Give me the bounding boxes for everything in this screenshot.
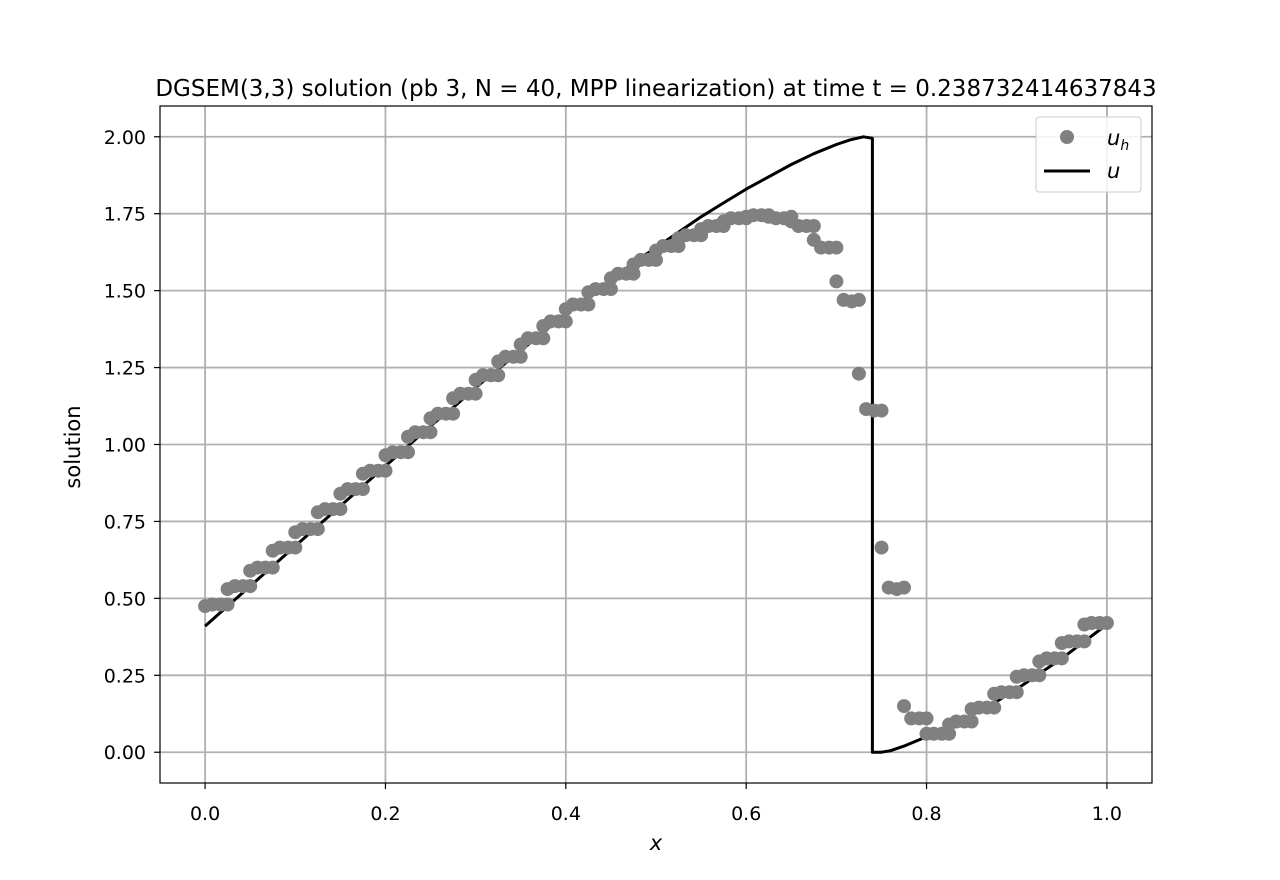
data-point-uh <box>491 368 506 383</box>
data-point-uh <box>513 349 528 364</box>
plot-markers <box>198 208 1114 741</box>
data-point-uh <box>558 314 573 329</box>
x-tick-label: 0.6 <box>731 803 761 825</box>
legend: uh u <box>1035 116 1142 193</box>
data-point-uh <box>243 579 258 594</box>
chart-title: DGSEM(3,3) solution (pb 3, N = 40, MPP l… <box>155 76 1156 102</box>
data-point-uh <box>378 463 393 478</box>
data-point-uh <box>603 282 618 297</box>
data-point-uh <box>806 219 821 233</box>
data-point-uh <box>468 386 483 401</box>
data-point-uh <box>1032 668 1047 683</box>
x-axis-label: x <box>649 831 663 855</box>
x-tick-label: 0.8 <box>911 803 941 825</box>
data-point-uh <box>874 540 889 555</box>
data-point-uh <box>401 445 415 460</box>
y-tick-label: 0.00 <box>104 742 146 764</box>
grid <box>160 106 1152 783</box>
data-point-uh <box>536 331 551 346</box>
legend-label-uh: uh <box>1107 126 1129 154</box>
y-tick-label: 0.50 <box>104 588 146 610</box>
data-point-uh <box>829 274 844 289</box>
data-point-uh <box>874 403 889 418</box>
data-point-uh <box>1009 685 1024 700</box>
data-point-uh <box>333 502 348 517</box>
data-point-uh <box>1054 651 1069 666</box>
data-point-uh <box>288 540 303 555</box>
legend-label-uh-main: u <box>1107 126 1120 150</box>
legend-box <box>1035 116 1142 193</box>
x-tick-label: 1.0 <box>1092 803 1122 825</box>
data-point-uh <box>220 597 235 612</box>
x-tick-label: 0.0 <box>190 803 220 825</box>
legend-marker-uh <box>1060 130 1074 144</box>
data-point-uh <box>897 580 911 595</box>
data-point-uh <box>1077 634 1092 649</box>
y-tick-label: 2.00 <box>104 127 146 149</box>
axis-ticks: 0.0 0.2 0.4 0.6 0.8 1.0 0.00 0.25 0.50 0.75 1.00 1.… <box>104 127 1122 825</box>
data-point-uh <box>987 700 1002 715</box>
y-axis-label: solution <box>61 405 85 488</box>
data-point-uh <box>851 292 866 307</box>
y-tick-label: 0.25 <box>104 665 146 687</box>
data-point-uh <box>310 522 325 537</box>
x-tick-label: 0.4 <box>551 803 581 825</box>
data-point-uh <box>265 560 280 575</box>
x-tick-label: 0.2 <box>370 803 400 825</box>
data-point-uh <box>1099 616 1114 630</box>
y-tick-label: 1.50 <box>104 281 146 303</box>
legend-label-u: u <box>1107 159 1120 183</box>
data-point-uh <box>446 406 461 421</box>
data-point-uh <box>355 482 370 497</box>
y-tick-label: 0.75 <box>104 511 146 533</box>
data-point-uh <box>964 714 979 729</box>
y-tick-label: 1.75 <box>104 204 146 226</box>
data-point-uh <box>897 699 911 714</box>
legend-label-uh-sub: h <box>1120 138 1129 154</box>
data-point-uh <box>829 240 844 255</box>
data-point-uh <box>851 366 866 381</box>
data-point-uh <box>919 711 934 726</box>
y-tick-label: 1.00 <box>104 435 146 457</box>
data-point-uh <box>581 297 596 312</box>
data-point-uh <box>423 425 438 440</box>
y-tick-label: 1.25 <box>104 358 146 380</box>
